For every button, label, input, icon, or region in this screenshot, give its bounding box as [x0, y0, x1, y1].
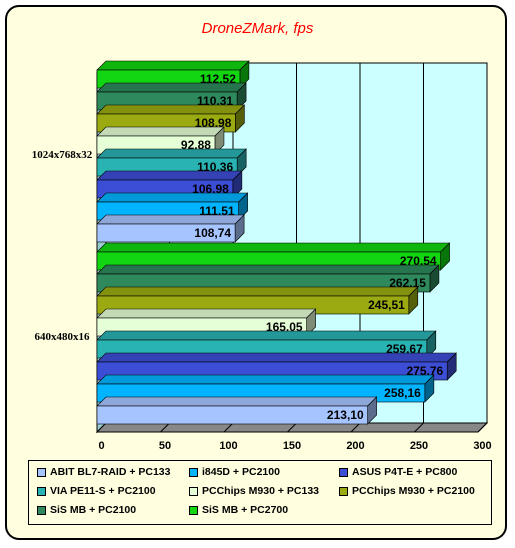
gridline-floor	[477, 422, 488, 433]
bar-top	[96, 374, 435, 385]
legend-label: SiS MB + PC2100	[50, 504, 137, 516]
bar-top	[96, 192, 249, 203]
legend-item: PCChips M930 + PC2100	[339, 485, 475, 497]
bar-top	[96, 286, 419, 297]
data-label: 106,98	[192, 182, 229, 196]
legend-label: i845D + PC2100	[202, 466, 280, 478]
bar-top	[96, 82, 247, 93]
legend-item: ABIT BL7-RAID + PC133	[37, 466, 170, 478]
bar-top	[96, 104, 246, 115]
bar-top	[96, 148, 247, 159]
legend-swatch	[189, 505, 198, 515]
x-tick-label: 150	[283, 440, 301, 452]
gridline-floor	[287, 422, 297, 433]
legend-swatch	[189, 467, 198, 477]
data-label: 110,36	[197, 160, 233, 174]
data-label: 108,98	[195, 116, 232, 130]
legend-label: PCChips M930 + PC2100	[352, 485, 475, 497]
bar-top	[96, 60, 250, 71]
data-label: 110,31	[197, 94, 233, 108]
legend-label: ABIT BL7-RAID + PC133	[50, 466, 171, 478]
data-label: 262,15	[389, 276, 426, 290]
x-tick-label: 200	[346, 440, 364, 452]
bar-top	[96, 308, 317, 319]
legend-item: ASUS P4T-E + PC800	[339, 466, 457, 478]
legend-swatch	[339, 467, 348, 477]
legend-item: VIA PE11-S + PC2100	[37, 485, 156, 497]
bar-top	[96, 242, 451, 253]
gridline-floor	[350, 422, 361, 433]
gridline-floor	[160, 422, 170, 433]
legend-label: SiS MB + PC2700	[202, 504, 289, 516]
bar-top	[96, 352, 457, 363]
bar	[96, 405, 368, 425]
data-label: 245,51	[368, 298, 405, 312]
x-tick-label: 300	[473, 440, 491, 452]
data-label: 112,52	[200, 72, 236, 86]
bar-top	[96, 264, 440, 275]
bar-top	[96, 214, 245, 225]
legend-item: i845D + PC2100	[189, 466, 280, 478]
category-label: 640x480x16	[35, 331, 91, 343]
legend-swatch	[37, 467, 46, 477]
legend-label: PCChips M930 + PC133	[202, 485, 320, 497]
data-label: 213,10	[327, 408, 364, 422]
data-label: 111,51	[199, 204, 235, 218]
legend-swatch	[37, 505, 46, 515]
data-label: 259,67	[386, 342, 423, 356]
legend-swatch	[37, 486, 46, 496]
data-label: 275,76	[407, 364, 444, 378]
legend-swatch	[189, 486, 198, 496]
data-label: 108,74	[194, 226, 231, 240]
chart-title: DroneZMark, fps	[201, 20, 314, 37]
bar-top	[96, 330, 437, 341]
x-tick-label: 100	[219, 440, 237, 452]
x-tick-label: 250	[410, 440, 428, 452]
legend-label: ASUS P4T-E + PC800	[352, 466, 458, 478]
legend: ABIT BL7-RAID + PC133 i845D + PC2100 ASUS …	[28, 460, 492, 525]
legend-item: SiS MB + PC2100	[37, 504, 136, 516]
bar-top	[96, 126, 225, 137]
bar	[96, 223, 236, 243]
legend-item: PCChips M930 + PC133	[189, 485, 319, 497]
x-tick-label: 0	[98, 440, 104, 452]
gridline-floor	[223, 422, 234, 433]
data-label: 92,88	[181, 138, 211, 152]
data-label: 165,05	[266, 320, 303, 334]
legend-label: VIA PE11-S + PC2100	[50, 485, 156, 497]
legend-item: SiS MB + PC2700	[189, 504, 288, 516]
category-label: 1024x768x32	[32, 149, 93, 161]
legend-swatch	[339, 486, 348, 496]
bar-top	[96, 170, 243, 181]
gridline-floor	[414, 422, 424, 433]
x-tick-label: 50	[159, 440, 171, 452]
data-label: 258,16	[384, 386, 421, 400]
bar-top	[96, 396, 378, 407]
data-label: 270,54	[400, 254, 437, 268]
